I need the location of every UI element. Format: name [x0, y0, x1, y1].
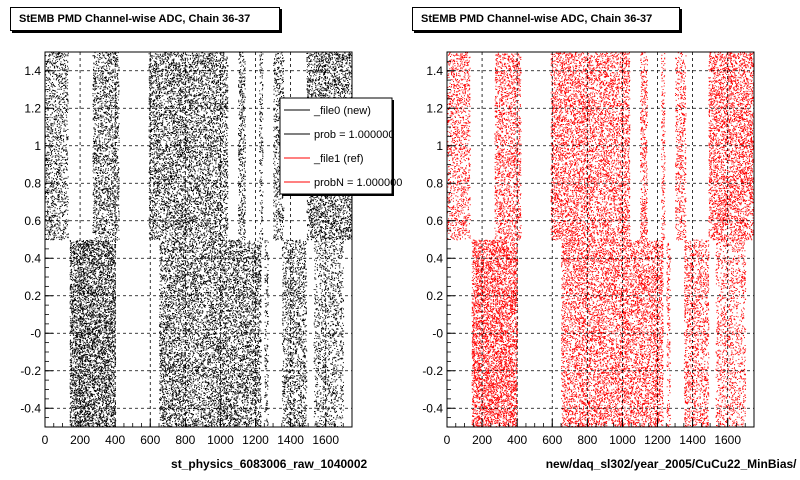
y-tick-label: 0.8	[24, 176, 41, 190]
y-axis: -0.4 -0.2 -0 0.2 0.4 0.6 0.8 1 1.2 1.4	[422, 52, 455, 427]
x-tick-label: 1200	[644, 433, 671, 447]
y-tick-label: 1	[436, 139, 443, 153]
y-tick-label: 0.6	[426, 214, 443, 228]
x-tick-label: 200	[70, 433, 90, 447]
y-tick-label: 0.2	[426, 289, 443, 303]
x-tick-label: 1400	[679, 433, 706, 447]
y-tick-label: 0.8	[426, 176, 443, 190]
x-axis-label: new/daq_sl302/year_2005/CuCu22_MinBias/	[546, 457, 797, 471]
y-tick-label: -0.2	[422, 364, 443, 378]
y-tick-label: -0.4	[422, 401, 443, 415]
x-tick-label: 0	[42, 433, 49, 447]
legend-label: probN = 1.000000	[314, 177, 402, 189]
x-tick-label: 1600	[714, 433, 741, 447]
x-tick-label: 1400	[277, 433, 304, 447]
y-axis: -0.4 -0.2 -0 0.2 0.4 0.6 0.8 1 1.2 1.4	[20, 52, 53, 427]
x-axis-label: st_physics_6083006_raw_1040002	[171, 457, 367, 471]
legend-label: _file1 (ref)	[313, 153, 364, 165]
x-tick-label: 1200	[242, 433, 269, 447]
y-tick-label: 0.4	[24, 251, 41, 265]
y-tick-label: 0.6	[24, 214, 41, 228]
y-tick-label: 0.4	[426, 251, 443, 265]
x-tick-label: 0	[444, 433, 451, 447]
y-tick-label: -0.2	[20, 364, 41, 378]
x-tick-label: 1000	[207, 433, 234, 447]
x-tick-label: 400	[507, 433, 527, 447]
y-tick-label: 1	[34, 139, 41, 153]
x-tick-label: 400	[105, 433, 125, 447]
y-tick-label: -0.4	[20, 401, 41, 415]
y-tick-label: 0.2	[24, 289, 41, 303]
y-tick-label: 1.4	[24, 64, 41, 78]
y-tick-label: 1.4	[426, 64, 443, 78]
y-tick-label: 1.2	[24, 101, 41, 115]
x-tick-label: 1000	[609, 433, 636, 447]
x-tick-label: 1600	[312, 433, 339, 447]
x-tick-label: 200	[472, 433, 492, 447]
y-tick-label: 1.2	[426, 101, 443, 115]
y-tick-label: -0	[432, 326, 443, 340]
legend-label: prob = 1.000000	[314, 129, 394, 141]
x-tick-label: 800	[577, 433, 597, 447]
chart-panel-right: 0 200 400 600 800 1000 1200 1400 1600 -0.4 -0.2 -0 0…	[422, 52, 797, 471]
x-tick-label: 600	[140, 433, 160, 447]
legend-label: _file0 (new)	[313, 105, 371, 117]
x-tick-label: 600	[542, 433, 562, 447]
legend-layer: _file0 (new) prob = 1.000000 _file1 (ref) p…	[280, 98, 402, 196]
x-tick-label: 800	[175, 433, 195, 447]
y-tick-label: -0	[30, 326, 41, 340]
